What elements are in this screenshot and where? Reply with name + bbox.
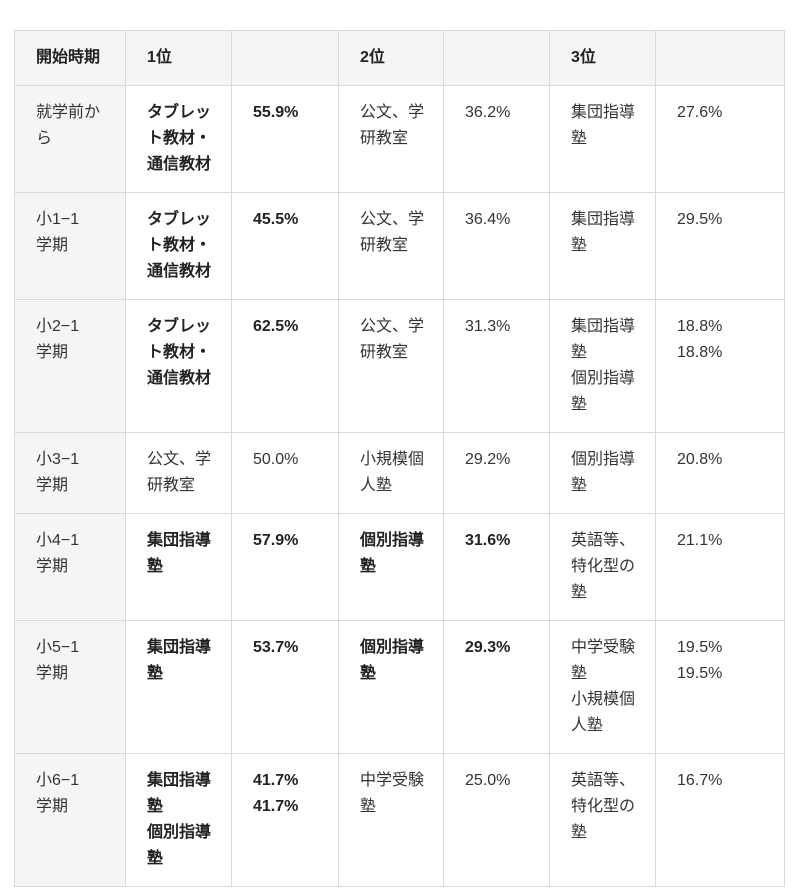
table-row: 就学前か ら タブレット教材・通信教材 55.9% 公文、学研教室 36.2% … <box>14 85 785 193</box>
rank2-pct-cell: 36.4% <box>443 192 550 300</box>
rank1-cell: 集団指導塾 <box>125 620 232 754</box>
header-rank3-pct <box>655 30 785 86</box>
rank2-pct-cell: 25.0% <box>443 753 550 887</box>
rank1-pct-cell: 41.7% 41.7% <box>231 753 339 887</box>
table-row: 小4−1 学期 集団指導塾 57.9% 個別指導塾 31.6% 英語等、特化型の… <box>14 513 785 621</box>
rank3-cell: 集団指導塾 <box>549 192 656 300</box>
table-row: 小1−1 学期 タブレット教材・通信教材 45.5% 公文、学研教室 36.4%… <box>14 192 785 300</box>
rank3-cell: 英語等、特化型の塾 <box>549 513 656 621</box>
period-cell: 就学前か ら <box>14 85 126 193</box>
rank3-cell: 集団指導塾 個別指導塾 <box>549 299 656 433</box>
rank1-pct-cell: 50.0% <box>231 432 339 514</box>
rank1-pct-cell: 45.5% <box>231 192 339 300</box>
rank3-pct-cell: 19.5% 19.5% <box>655 620 785 754</box>
rank2-cell: 公文、学研教室 <box>338 85 444 193</box>
rank2-cell: 公文、学研教室 <box>338 192 444 300</box>
header-rank3: 3位 <box>549 30 656 86</box>
table-row: 小5−1 学期 集団指導塾 53.7% 個別指導塾 29.3% 中学受験塾 小規… <box>14 620 785 754</box>
rank1-cell: 集団指導塾 <box>125 513 232 621</box>
ranking-table-container: 開始時期 1位 2位 3位 就学前か ら タブレット教材・通信教材 55.9% … <box>14 30 785 887</box>
rank3-pct-cell: 18.8% 18.8% <box>655 299 785 433</box>
table-row: 小2−1 学期 タブレット教材・通信教材 62.5% 公文、学研教室 31.3%… <box>14 299 785 433</box>
rank2-pct-cell: 29.3% <box>443 620 550 754</box>
header-rank2: 2位 <box>338 30 444 86</box>
rank1-cell: 集団指導塾 個別指導塾 <box>125 753 232 887</box>
period-cell: 小3−1 学期 <box>14 432 126 514</box>
table-row: 小3−1 学期 公文、学研教室 50.0% 小規模個人塾 29.2% 個別指導塾… <box>14 432 785 514</box>
period-cell: 小2−1 学期 <box>14 299 126 433</box>
rank2-pct-cell: 31.3% <box>443 299 550 433</box>
rank2-pct-cell: 31.6% <box>443 513 550 621</box>
rank3-cell: 集団指導塾 <box>549 85 656 193</box>
rank3-pct-cell: 16.7% <box>655 753 785 887</box>
table-row: 小6−1 学期 集団指導塾 個別指導塾 41.7% 41.7% 中学受験塾 25… <box>14 753 785 887</box>
rank2-cell: 中学受験塾 <box>338 753 444 887</box>
header-rank1: 1位 <box>125 30 232 86</box>
rank2-cell: 個別指導塾 <box>338 513 444 621</box>
header-period: 開始時期 <box>14 30 126 86</box>
rank1-cell: タブレット教材・通信教材 <box>125 299 232 433</box>
rank3-cell: 中学受験塾 小規模個人塾 <box>549 620 656 754</box>
rank3-cell: 英語等、特化型の塾 <box>549 753 656 887</box>
rank2-cell: 小規模個人塾 <box>338 432 444 514</box>
period-cell: 小5−1 学期 <box>14 620 126 754</box>
rank2-cell: 公文、学研教室 <box>338 299 444 433</box>
rank2-pct-cell: 29.2% <box>443 432 550 514</box>
period-cell: 小4−1 学期 <box>14 513 126 621</box>
rank3-cell: 個別指導塾 <box>549 432 656 514</box>
rank1-cell: タブレット教材・通信教材 <box>125 192 232 300</box>
rank1-cell: 公文、学研教室 <box>125 432 232 514</box>
rank1-cell: タブレット教材・通信教材 <box>125 85 232 193</box>
juku-ranking-table: 開始時期 1位 2位 3位 就学前か ら タブレット教材・通信教材 55.9% … <box>14 30 785 887</box>
period-cell: 小1−1 学期 <box>14 192 126 300</box>
rank3-pct-cell: 27.6% <box>655 85 785 193</box>
rank3-pct-cell: 21.1% <box>655 513 785 621</box>
rank2-pct-cell: 36.2% <box>443 85 550 193</box>
rank3-pct-cell: 20.8% <box>655 432 785 514</box>
rank1-pct-cell: 53.7% <box>231 620 339 754</box>
header-rank1-pct <box>231 30 339 86</box>
rank2-cell: 個別指導塾 <box>338 620 444 754</box>
rank1-pct-cell: 62.5% <box>231 299 339 433</box>
rank1-pct-cell: 55.9% <box>231 85 339 193</box>
rank3-pct-cell: 29.5% <box>655 192 785 300</box>
header-row: 開始時期 1位 2位 3位 <box>14 30 785 86</box>
period-cell: 小6−1 学期 <box>14 753 126 887</box>
header-rank2-pct <box>443 30 550 86</box>
rank1-pct-cell: 57.9% <box>231 513 339 621</box>
